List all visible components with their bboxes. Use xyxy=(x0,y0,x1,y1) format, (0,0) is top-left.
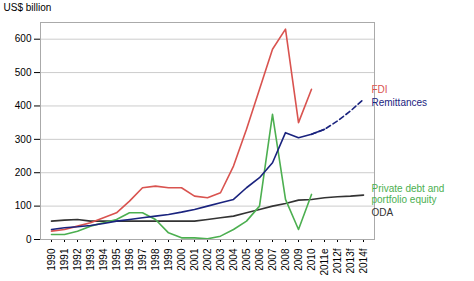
svg-text:1992: 1992 xyxy=(72,248,83,271)
svg-text:2010: 2010 xyxy=(306,248,317,271)
svg-text:2011e: 2011e xyxy=(319,248,330,276)
svg-text:US$ billion: US$ billion xyxy=(4,2,52,13)
svg-text:ODA: ODA xyxy=(372,207,394,218)
svg-text:2009: 2009 xyxy=(293,248,304,271)
svg-text:FDI: FDI xyxy=(372,84,388,95)
svg-text:500: 500 xyxy=(15,67,32,78)
svg-text:2006: 2006 xyxy=(254,248,265,271)
svg-text:1990: 1990 xyxy=(46,248,57,271)
svg-text:1995: 1995 xyxy=(111,248,122,271)
svg-text:2000: 2000 xyxy=(176,248,187,271)
svg-text:2013f: 2013f xyxy=(345,248,356,273)
svg-text:1997: 1997 xyxy=(137,248,148,271)
svg-text:200: 200 xyxy=(15,167,32,178)
svg-text:2004: 2004 xyxy=(228,248,239,271)
svg-text:2003: 2003 xyxy=(215,248,226,271)
svg-text:1993: 1993 xyxy=(85,248,96,271)
svg-text:2007: 2007 xyxy=(267,248,278,271)
svg-text:100: 100 xyxy=(15,200,32,211)
svg-text:400: 400 xyxy=(15,100,32,111)
svg-text:0: 0 xyxy=(26,234,32,245)
svg-text:1996: 1996 xyxy=(124,248,135,271)
svg-text:1999: 1999 xyxy=(163,248,174,271)
svg-text:2005: 2005 xyxy=(241,248,252,271)
svg-text:2008: 2008 xyxy=(280,248,291,271)
svg-text:1998: 1998 xyxy=(150,248,161,271)
svg-text:600: 600 xyxy=(15,33,32,44)
svg-text:2014f: 2014f xyxy=(358,248,369,273)
svg-text:1991: 1991 xyxy=(59,248,70,271)
svg-text:300: 300 xyxy=(15,134,32,145)
svg-text:2012f: 2012f xyxy=(332,248,343,273)
svg-text:1994: 1994 xyxy=(98,248,109,271)
svg-text:Remittances: Remittances xyxy=(372,97,428,108)
svg-text:2001: 2001 xyxy=(189,248,200,271)
svg-text:Private debt andportfolio equi: Private debt andportfolio equity xyxy=(372,183,445,205)
svg-text:2002: 2002 xyxy=(202,248,213,271)
